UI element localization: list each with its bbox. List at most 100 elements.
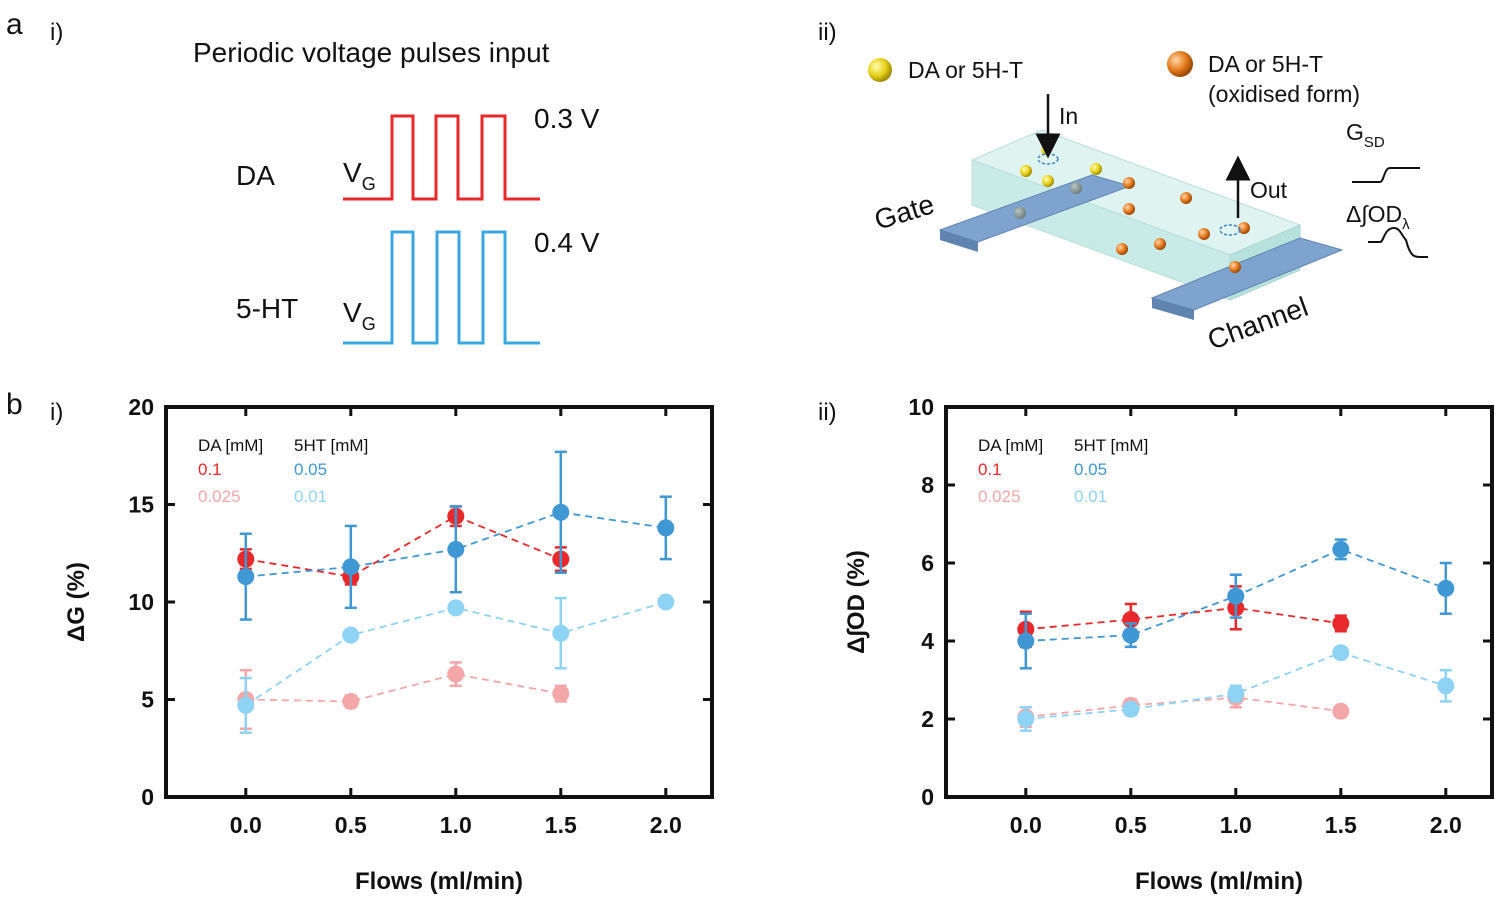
data-point	[342, 626, 360, 644]
legend-oxidised-1: DA or 5H-T	[1208, 51, 1323, 77]
x-tick-label: 2.0	[1430, 812, 1462, 838]
x-tick-label: 1.5	[545, 812, 577, 838]
panel-label-a-i: i)	[50, 19, 63, 46]
y-tick-label: 0	[921, 784, 934, 810]
panel-label-b: b	[6, 388, 23, 421]
out-label: Out	[1250, 177, 1288, 203]
chart-b-i: 0.0 0.5 1.0 1.5 2.0 0 5 10 15 20 Flows (ml/min) ΔG …	[63, 394, 714, 895]
data-point	[1227, 587, 1245, 605]
x-tick-label: 2.0	[650, 812, 682, 838]
outlet-port	[1219, 224, 1241, 236]
gsd-label: GSD	[1346, 119, 1385, 151]
series-5ht-0_01	[1017, 644, 1455, 732]
data-point	[237, 568, 255, 586]
pulse-schematic: Periodic voltage pulses input DA 5-HT VG…	[193, 37, 600, 345]
legend-ht-header: 5HT [mM]	[1074, 436, 1148, 455]
legend-oxidised-2: (oxidised form)	[1208, 81, 1360, 107]
ht-pulse-train	[343, 230, 540, 345]
y-tick-label: 6	[921, 550, 934, 576]
data-point	[552, 624, 570, 642]
plot-frame	[944, 405, 1494, 799]
x-tick-label: 0.0	[230, 812, 262, 838]
data-point	[447, 540, 465, 558]
series-line	[245, 601, 667, 707]
y-tick-label: 10	[908, 394, 934, 420]
y-tick-label: 0	[141, 784, 154, 810]
series-5ht-0_05	[1017, 538, 1455, 670]
x-tick-label: 0.5	[335, 812, 367, 838]
data-point	[237, 696, 255, 714]
ht-label: 5-HT	[236, 293, 298, 324]
device-schematic: DA or 5H-T DA or 5H-T (oxidised form)	[868, 51, 1428, 356]
data-point	[342, 558, 360, 576]
gsd-step-icon	[1352, 167, 1420, 183]
legend-da-entry: 0.025	[978, 487, 1021, 506]
series-da-0_1	[1017, 585, 1350, 649]
data-point	[657, 519, 675, 537]
dod-label: Δ∫ODλ	[1346, 201, 1410, 233]
y-axis-label: Δ∫OD (%)	[843, 550, 870, 654]
panel-label-a: a	[6, 8, 23, 41]
y-tick-label: 10	[128, 589, 154, 615]
legend-ht-entry: 0.05	[294, 460, 327, 479]
data-point	[657, 593, 675, 611]
reduced-molecule-icon	[868, 58, 892, 82]
dod-step-icon	[1368, 226, 1428, 258]
data-point	[447, 599, 465, 617]
legend-da-entry: 0.025	[198, 487, 241, 506]
data-point	[552, 503, 570, 521]
series-line	[1025, 651, 1447, 720]
y-tick-label: 2	[921, 706, 934, 732]
oxidised-molecule-icon	[1167, 51, 1193, 77]
pulse-title: Periodic voltage pulses input	[193, 37, 550, 68]
x-tick-label: 1.0	[440, 812, 472, 838]
data-point	[1332, 702, 1350, 720]
legend-ht-entry: 0.01	[294, 487, 327, 506]
x-axis-label: Flows (ml/min)	[1135, 868, 1303, 895]
molecules	[1014, 145, 1250, 273]
series-da-0_025	[1017, 686, 1350, 729]
plot-frame	[164, 405, 714, 799]
da-vg-label: VG	[343, 157, 376, 194]
y-tick-label: 4	[921, 628, 934, 654]
y-tick-label: 20	[128, 394, 154, 420]
data-point	[342, 692, 360, 710]
data-point	[552, 685, 570, 703]
in-label: In	[1059, 103, 1078, 129]
data-point	[1122, 700, 1140, 718]
y-tick-label: 8	[921, 472, 934, 498]
series-da-0_025	[237, 661, 570, 730]
gate-label: Gate	[871, 188, 938, 235]
series-5ht-0_01	[237, 593, 675, 734]
x-axis-label: Flows (ml/min)	[355, 868, 523, 895]
x-tick-label: 1.5	[1325, 812, 1357, 838]
chart-b-ii: 0.0 0.5 1.0 1.5 2.0 0 2 4 6 8 10 Flows (ml/min) Δ∫OD…	[843, 394, 1494, 895]
data-point	[1437, 677, 1455, 695]
channel-electrode-edge	[1152, 298, 1194, 320]
y-tick-label: 15	[128, 492, 154, 518]
data-point	[1332, 614, 1350, 632]
da-voltage: 0.3 V	[534, 103, 600, 134]
y-axis-label: ΔG (%)	[63, 562, 90, 642]
da-label: DA	[236, 160, 275, 191]
panel-label-a-ii: ii)	[818, 19, 837, 46]
x-tick-label: 0.5	[1115, 812, 1147, 838]
channel-label: Channel	[1203, 291, 1312, 356]
legend-da-entry: 0.1	[978, 460, 1002, 479]
series-5ht-0_05	[237, 450, 675, 621]
series-line	[1025, 696, 1341, 718]
series-line	[245, 515, 562, 578]
x-tick-label: 0.0	[1010, 812, 1042, 838]
ht-vg-label: VG	[343, 297, 376, 334]
data-point	[1227, 685, 1245, 703]
series-line	[1025, 606, 1341, 631]
data-point	[1017, 710, 1035, 728]
data-point	[447, 665, 465, 683]
legend-da-entry: 0.1	[198, 460, 222, 479]
data-point	[1332, 540, 1350, 558]
panel-label-b-ii: ii)	[818, 399, 837, 426]
legend-da-header: DA [mM]	[978, 436, 1043, 455]
data-point	[1017, 632, 1035, 650]
data-point	[1332, 644, 1350, 662]
